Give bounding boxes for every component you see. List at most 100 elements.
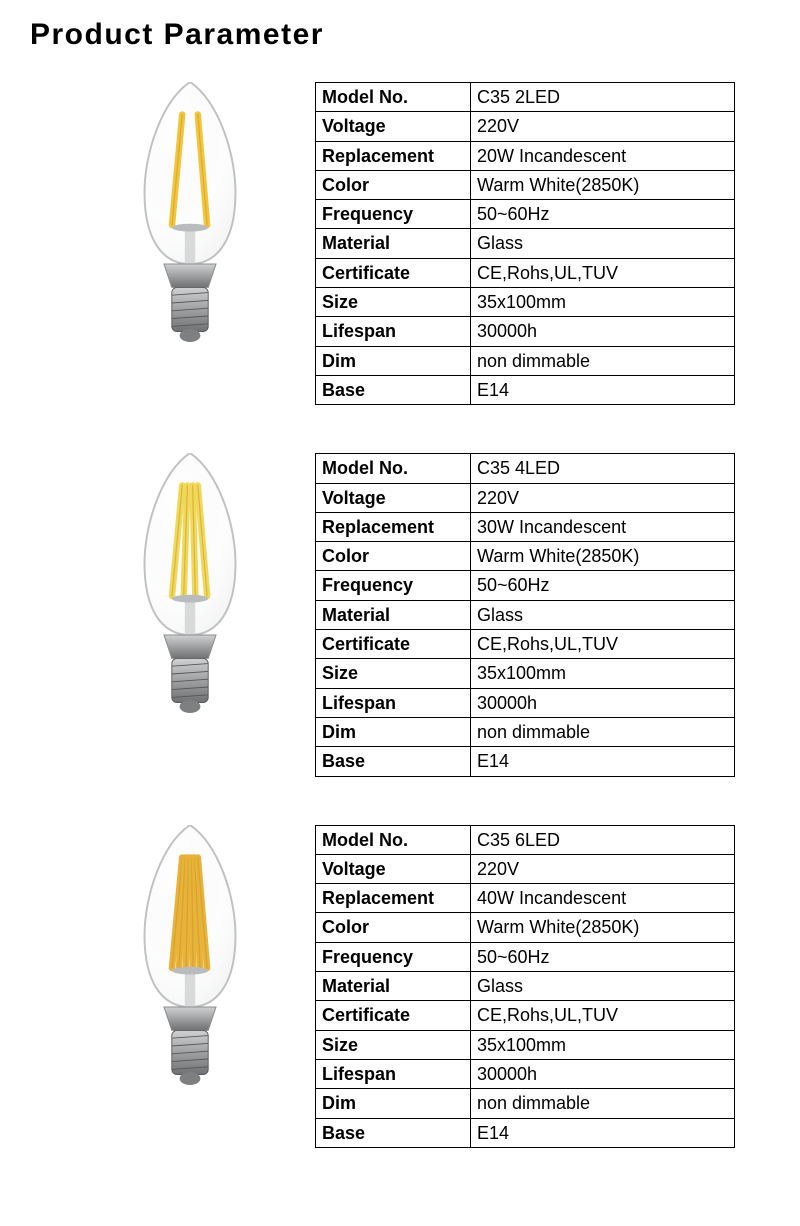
spec-value: Warm White(2850K)	[471, 913, 735, 942]
spec-value: 50~60Hz	[471, 942, 735, 971]
table-row: MaterialGlass	[316, 229, 735, 258]
table-row: Replacement30W Incandescent	[316, 512, 735, 541]
product-specs: Model No.C35 4LEDVoltage220VReplacement3…	[290, 453, 770, 776]
product-image	[90, 825, 290, 1098]
spec-label: Replacement	[316, 512, 471, 541]
bulb-icon	[125, 825, 255, 1098]
spec-label: Model No.	[316, 83, 471, 112]
table-row: Size35x100mm	[316, 1030, 735, 1059]
spec-label: Frequency	[316, 571, 471, 600]
spec-label: Size	[316, 288, 471, 317]
spec-label: Base	[316, 375, 471, 404]
table-row: Frequency50~60Hz	[316, 942, 735, 971]
spec-label: Color	[316, 913, 471, 942]
spec-value: Warm White(2850K)	[471, 170, 735, 199]
spec-value: 20W Incandescent	[471, 141, 735, 170]
spec-label: Model No.	[316, 825, 471, 854]
table-row: MaterialGlass	[316, 600, 735, 629]
table-row: Dimnon dimmable	[316, 346, 735, 375]
page-title: Product Parameter	[30, 18, 770, 52]
spec-value: C35 6LED	[471, 825, 735, 854]
table-row: Size35x100mm	[316, 659, 735, 688]
spec-label: Dim	[316, 1089, 471, 1118]
table-row: Frequency50~60Hz	[316, 571, 735, 600]
table-row: ColorWarm White(2850K)	[316, 913, 735, 942]
spec-value: Glass	[471, 600, 735, 629]
spec-label: Color	[316, 542, 471, 571]
spec-label: Certificate	[316, 630, 471, 659]
table-row: Dimnon dimmable	[316, 1089, 735, 1118]
spec-label: Material	[316, 600, 471, 629]
spec-label: Size	[316, 1030, 471, 1059]
table-row: Dimnon dimmable	[316, 717, 735, 746]
spec-label: Lifespan	[316, 688, 471, 717]
table-row: CertificateCE,Rohs,UL,TUV	[316, 1001, 735, 1030]
table-row: Frequency50~60Hz	[316, 200, 735, 229]
spec-label: Certificate	[316, 1001, 471, 1030]
product-image	[90, 453, 290, 726]
spec-value: 30W Incandescent	[471, 512, 735, 541]
spec-value: CE,Rohs,UL,TUV	[471, 258, 735, 287]
product-row: Model No.C35 4LEDVoltage220VReplacement3…	[30, 453, 770, 776]
spec-value: non dimmable	[471, 346, 735, 375]
spec-value: non dimmable	[471, 717, 735, 746]
spec-table: Model No.C35 4LEDVoltage220VReplacement3…	[315, 453, 735, 776]
spec-label: Certificate	[316, 258, 471, 287]
table-row: ColorWarm White(2850K)	[316, 170, 735, 199]
spec-value: E14	[471, 747, 735, 776]
table-row: Lifespan30000h	[316, 1059, 735, 1088]
table-row: Voltage220V	[316, 483, 735, 512]
spec-label: Base	[316, 747, 471, 776]
product-specs: Model No.C35 6LEDVoltage220VReplacement4…	[290, 825, 770, 1148]
products-container: Model No.C35 2LEDVoltage220VReplacement2…	[30, 82, 770, 1148]
table-row: Model No.C35 2LED	[316, 83, 735, 112]
spec-value: 220V	[471, 483, 735, 512]
table-row: Size35x100mm	[316, 288, 735, 317]
spec-value: 30000h	[471, 1059, 735, 1088]
spec-value: 40W Incandescent	[471, 884, 735, 913]
table-row: CertificateCE,Rohs,UL,TUV	[316, 258, 735, 287]
spec-label: Frequency	[316, 942, 471, 971]
table-row: Lifespan30000h	[316, 317, 735, 346]
spec-value: E14	[471, 375, 735, 404]
spec-label: Frequency	[316, 200, 471, 229]
page: Product Parameter Model No.C35 2LEDVolta…	[0, 0, 800, 1226]
spec-value: 30000h	[471, 688, 735, 717]
table-row: CertificateCE,Rohs,UL,TUV	[316, 630, 735, 659]
table-row: BaseE14	[316, 375, 735, 404]
spec-label: Material	[316, 972, 471, 1001]
spec-value: 220V	[471, 112, 735, 141]
spec-label: Material	[316, 229, 471, 258]
spec-label: Voltage	[316, 854, 471, 883]
spec-value: 220V	[471, 854, 735, 883]
product-row: Model No.C35 6LEDVoltage220VReplacement4…	[30, 825, 770, 1148]
spec-label: Model No.	[316, 454, 471, 483]
spec-label: Dim	[316, 717, 471, 746]
bulb-icon	[125, 453, 255, 726]
table-row: Voltage220V	[316, 854, 735, 883]
spec-label: Voltage	[316, 112, 471, 141]
spec-value: C35 4LED	[471, 454, 735, 483]
spec-label: Replacement	[316, 141, 471, 170]
spec-label: Replacement	[316, 884, 471, 913]
spec-value: 50~60Hz	[471, 200, 735, 229]
table-row: Model No.C35 6LED	[316, 825, 735, 854]
table-row: Model No.C35 4LED	[316, 454, 735, 483]
spec-value: non dimmable	[471, 1089, 735, 1118]
table-row: MaterialGlass	[316, 972, 735, 1001]
spec-value: CE,Rohs,UL,TUV	[471, 1001, 735, 1030]
product-row: Model No.C35 2LEDVoltage220VReplacement2…	[30, 82, 770, 405]
spec-value: Glass	[471, 972, 735, 1001]
spec-value: Warm White(2850K)	[471, 542, 735, 571]
spec-label: Dim	[316, 346, 471, 375]
table-row: Lifespan30000h	[316, 688, 735, 717]
table-row: Replacement20W Incandescent	[316, 141, 735, 170]
table-row: ColorWarm White(2850K)	[316, 542, 735, 571]
spec-label: Color	[316, 170, 471, 199]
spec-label: Size	[316, 659, 471, 688]
table-row: BaseE14	[316, 747, 735, 776]
spec-value: 35x100mm	[471, 659, 735, 688]
spec-value: Glass	[471, 229, 735, 258]
table-row: Replacement40W Incandescent	[316, 884, 735, 913]
spec-label: Lifespan	[316, 1059, 471, 1088]
